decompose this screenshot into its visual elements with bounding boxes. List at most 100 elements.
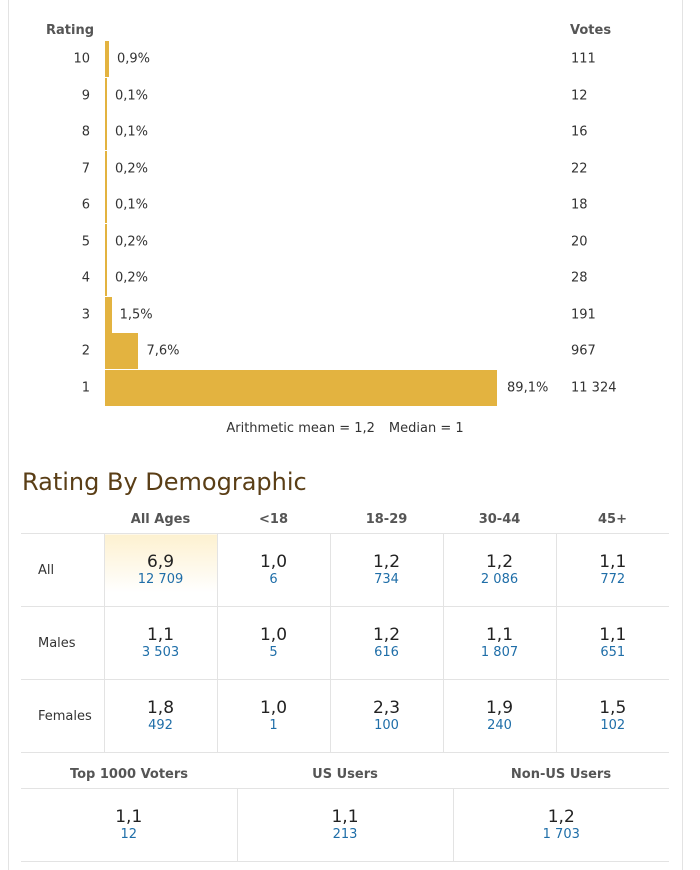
demographic-cell: 1,8 492 [104,679,218,753]
cell-rating: 1,2 [372,552,401,572]
histogram-row: 3 1,5% 191 [0,296,700,333]
histogram-row: 5 0,2% 20 [0,223,700,260]
cell-votes-link[interactable]: 213 [332,827,358,842]
median: Median = 1 [388,421,464,436]
demographic-cell: 2,3 100 [330,679,444,753]
cell-rating: 1,1 [331,807,359,827]
histogram-percent-label: 0,2% [115,161,149,176]
demographic-row-label: All [21,533,105,607]
rating-stats: Arithmetic mean = 1,2 Median = 1 [0,421,690,436]
cell-votes-link[interactable]: 5 [269,645,278,660]
rating-column-header: Rating [46,23,95,38]
histogram-rating-label: 1 [81,380,90,395]
histogram-bar [105,260,107,296]
cell-votes-link[interactable]: 772 [600,572,626,587]
voter-group-cell: 1,2 1 703 [453,788,669,862]
histogram-bar [105,150,107,187]
demographic-cell: 1,1 651 [556,606,669,680]
voter-group-row: 1,1 12 1,1 213 1,2 1 703 [21,788,669,862]
demographic-cell: 1,9 240 [443,679,557,753]
cell-votes-link[interactable]: 616 [374,645,399,660]
cell-votes-link[interactable]: 651 [600,645,626,660]
column-header-18-29: 18-29 [330,505,443,534]
histogram-votes-count[interactable]: 16 [571,124,588,140]
histogram-bar [105,223,107,260]
histogram-percent-label: 89,1% [507,380,549,395]
cell-votes-link[interactable]: 240 [487,718,512,733]
demographic-row: All 6,9 12 709 1,0 6 1,2 734 1,2 2 086 1,1 772 [21,533,669,607]
histogram-percent-label: 0,1% [115,197,149,213]
column-header-top-1000-voters: Top 1000 Voters [21,760,237,789]
cell-votes-link[interactable]: 12 709 [137,572,184,587]
cell-rating: 1,2 [372,625,401,645]
histogram-row: 7 0,2% 22 [0,150,700,187]
cell-votes-link[interactable]: 1 703 [542,827,580,842]
histogram-row: 1 89,1% 11 324 [0,369,700,406]
section-title: Rating By Demographic [22,468,307,496]
demographic-cell: 1,1 772 [556,533,669,607]
histogram-votes-count[interactable]: 22 [571,161,588,176]
histogram-votes-count[interactable]: 191 [571,307,596,322]
histogram-row: 2 7,6% 967 [0,333,700,369]
histogram-votes-count[interactable]: 12 [571,88,588,103]
histogram-votes-count[interactable]: 967 [571,343,596,359]
histogram-rating-label: 10 [73,51,90,67]
cell-rating: 1,2 [485,552,514,572]
histogram-votes-count[interactable]: 11 324 [571,380,617,395]
histogram-bar [105,369,498,406]
demographic-cell: 1,2 616 [330,606,444,680]
histogram-row: 6 0,1% 18 [0,187,700,223]
cell-votes-link[interactable]: 6 [269,572,278,587]
cell-votes-link[interactable]: 734 [374,572,399,587]
histogram-percent-label: 0,1% [115,124,149,140]
histogram-percent-label: 0,1% [115,88,149,103]
demographic-cell: 1,0 5 [217,606,331,680]
cell-rating: 6,9 [146,552,175,572]
histogram-bar [105,187,107,223]
histogram-bar [105,114,107,150]
histogram-votes-count[interactable]: 111 [571,51,596,67]
column-header-under-18: <18 [217,505,330,534]
cell-rating: 2,3 [372,698,401,718]
cell-rating: 1,0 [259,698,288,718]
cell-votes-link[interactable]: 100 [374,718,399,733]
arithmetic-mean: Arithmetic mean = 1,2 [226,421,375,436]
cell-votes-link[interactable]: 1 807 [480,645,519,660]
cell-votes-link[interactable]: 102 [600,718,626,733]
histogram-bar [105,333,139,369]
histogram-rating-label: 4 [81,270,90,286]
voter-group-cell: 1,1 213 [237,788,454,862]
cell-votes-link[interactable]: 12 [120,827,138,842]
histogram-votes-count[interactable]: 18 [571,197,588,213]
histogram-votes-count[interactable]: 20 [571,234,588,249]
column-header-45-plus: 45+ [556,505,669,534]
histogram-percent-label: 7,6% [146,343,180,359]
histogram-percent-label: 1,5% [119,307,153,322]
histogram-votes-count[interactable]: 28 [571,270,588,286]
demographic-row: Females 1,8 492 1,0 1 2,3 100 1,9 240 1,5 102 [21,679,669,753]
histogram-rating-label: 5 [81,234,90,249]
cell-votes-link[interactable]: 3 503 [141,645,180,660]
cell-rating: 1,5 [599,698,627,718]
demographic-cell: 1,1 1 807 [443,606,557,680]
histogram-rating-label: 2 [81,343,90,359]
histogram-bar [105,77,107,114]
cell-votes-link[interactable]: 2 086 [480,572,519,587]
corner-cell [21,505,104,534]
histogram-row: 8 0,1% 16 [0,114,700,150]
demographic-table: All Ages <18 18-29 30-44 45+ All 6,9 12 70… [21,505,669,753]
demographic-cell: 1,5 102 [556,679,669,753]
demographic-cell: 1,0 6 [217,533,331,607]
demographic-cell: 1,2 2 086 [443,533,557,607]
cell-rating: 1,1 [485,625,514,645]
cell-votes-link[interactable]: 492 [148,718,173,733]
histogram-row: 10 0,9% 111 [0,41,700,77]
cell-votes-link[interactable]: 1 [269,718,278,733]
voter-group-cell: 1,1 12 [21,788,238,862]
cell-rating: 1,1 [115,807,143,827]
cell-rating: 1,1 [599,625,627,645]
histogram-percent-label: 0,9% [116,51,150,67]
histogram-percent-label: 0,2% [115,270,149,286]
cell-rating: 1,0 [259,625,288,645]
demographic-row-label: Males [21,606,105,680]
